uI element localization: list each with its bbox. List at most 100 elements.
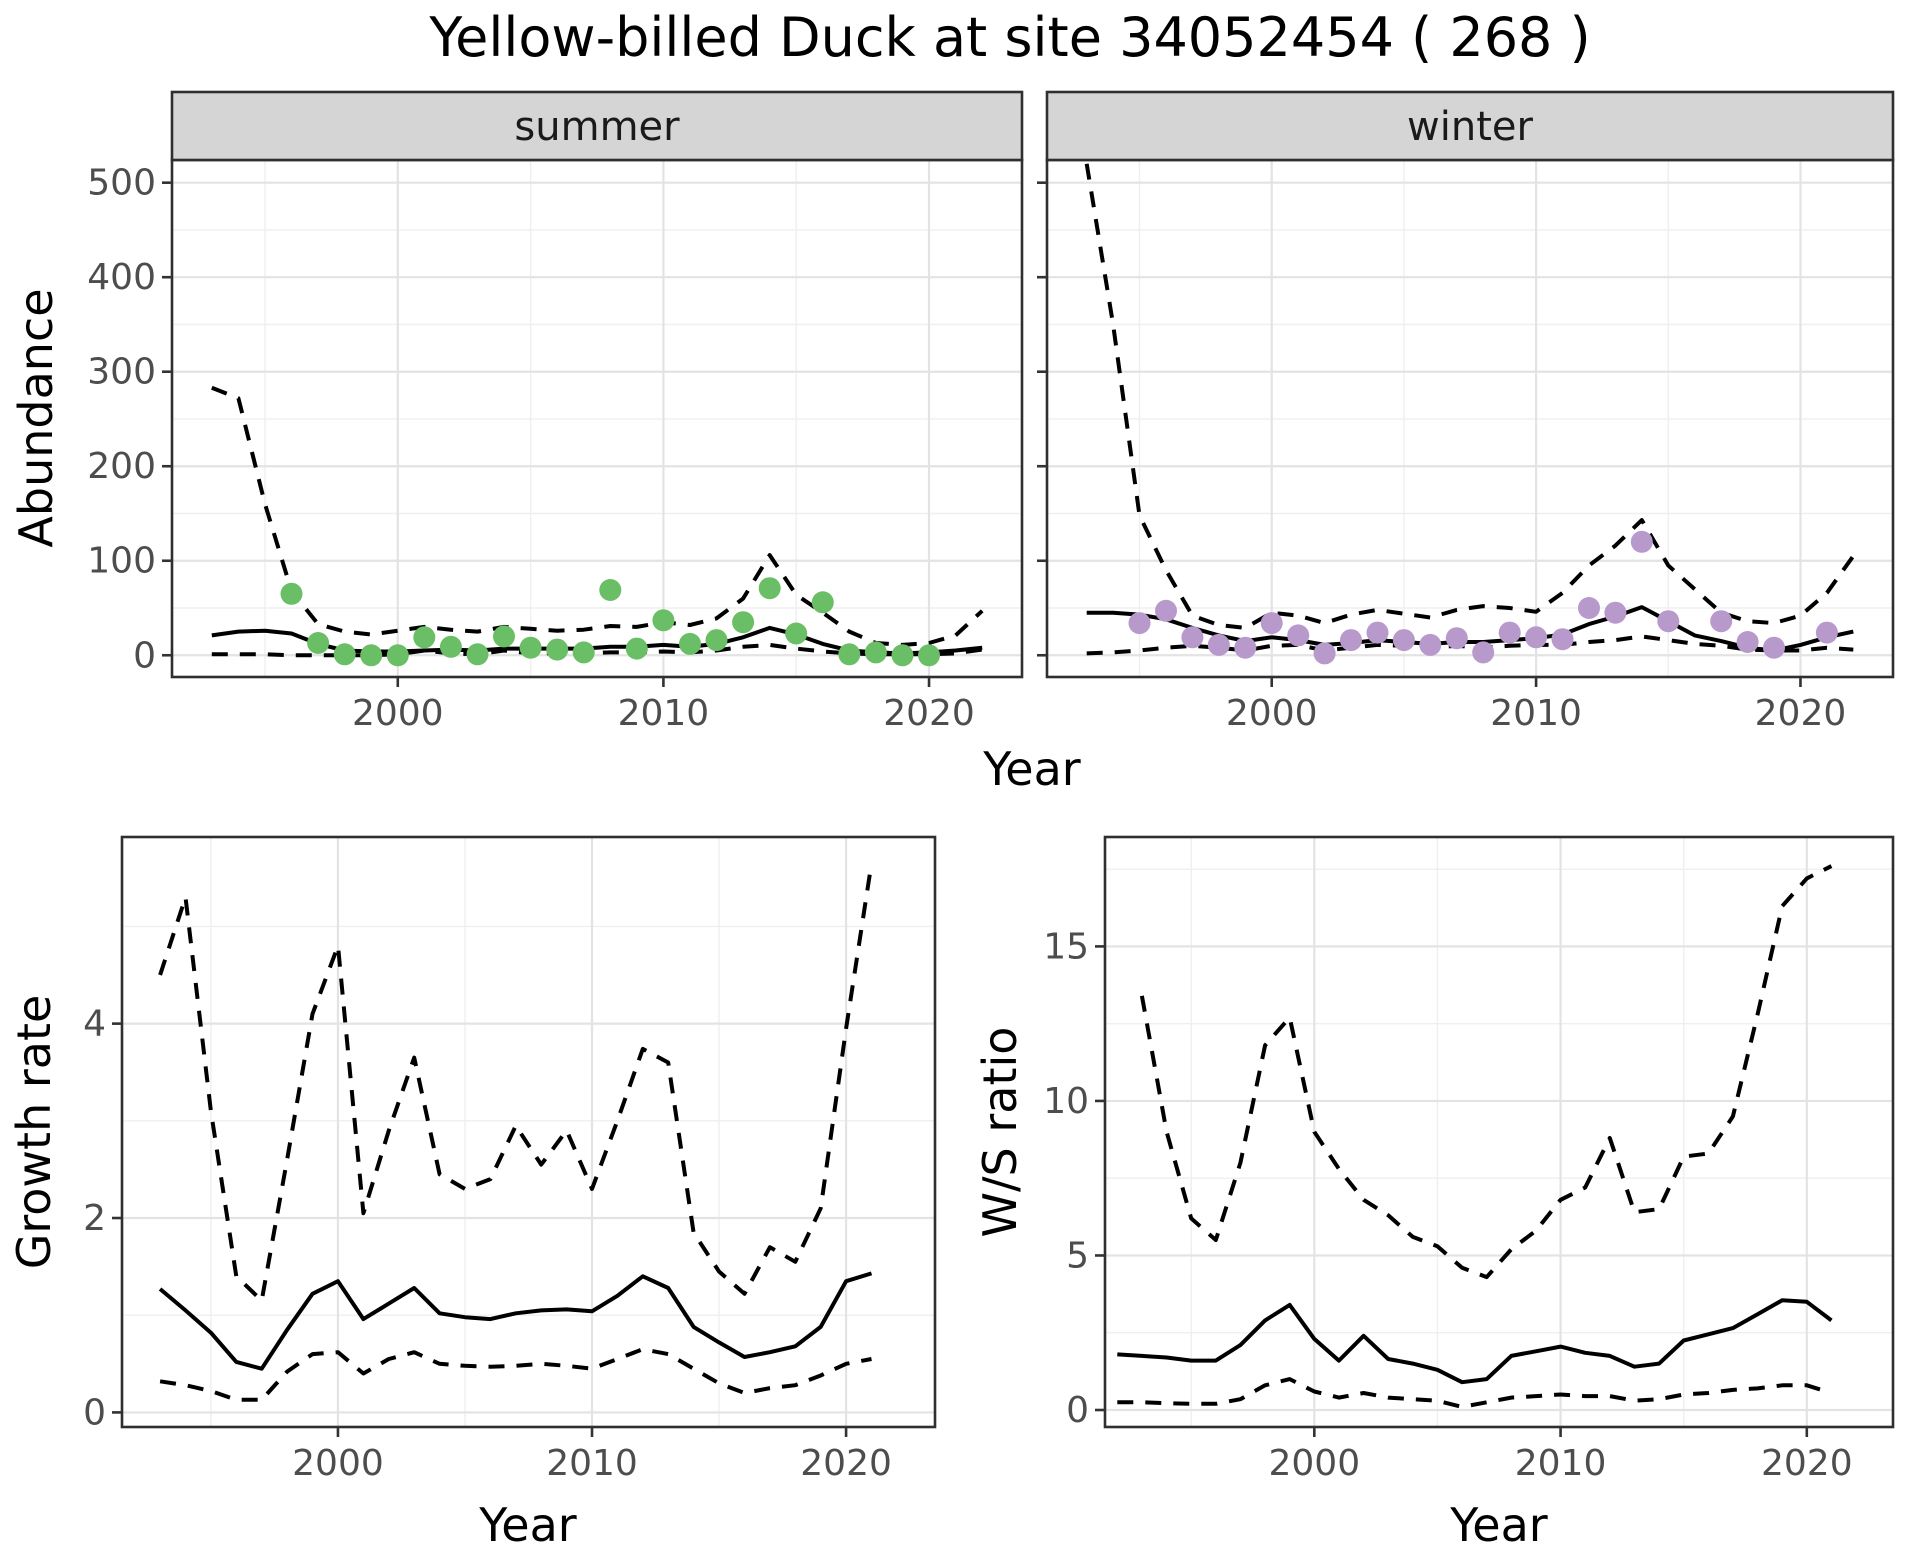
data-point — [1419, 633, 1442, 656]
x-tick-label: 2020 — [800, 1443, 892, 1484]
gridlines — [122, 837, 935, 1427]
data-point — [1234, 636, 1257, 659]
facet-strip — [1045, 90, 1895, 162]
y-tick-label: 10 — [1043, 1081, 1089, 1122]
data-point — [1392, 629, 1415, 652]
data-point — [572, 641, 595, 664]
data-point — [1551, 628, 1574, 651]
data-point — [1445, 627, 1468, 650]
data-point — [732, 611, 755, 634]
data-point — [466, 643, 489, 666]
panel-abundance-summer: summer 2000 2010 2020 0 100 200 300 400 500 — [87, 90, 1024, 734]
data-point — [1525, 626, 1548, 649]
x-tick-label: 2000 — [1226, 693, 1318, 734]
y-tick-label: 4 — [83, 1004, 106, 1045]
ws-year-axis-label: Year — [1450, 1498, 1548, 1552]
data-point — [1128, 612, 1151, 635]
data-point — [1155, 599, 1177, 622]
x-tick-label: 2000 — [1269, 1443, 1361, 1484]
data-point — [1207, 633, 1230, 656]
x-tick-label: 2000 — [292, 1443, 384, 1484]
data-point — [1630, 530, 1653, 553]
data-point — [758, 577, 781, 600]
data-point — [386, 644, 409, 667]
y-tick-label: 15 — [1043, 926, 1089, 967]
top-year-axis-label: Year — [983, 742, 1081, 796]
y-tick-label: 300 — [87, 352, 156, 393]
mean-line — [158, 1271, 873, 1371]
data-point — [864, 641, 887, 664]
panel-border — [1103, 835, 1895, 1429]
data-point — [1366, 621, 1389, 644]
facet-strip — [170, 90, 1024, 162]
series-growth-rate — [158, 862, 874, 1402]
data-point — [1181, 626, 1204, 649]
x-tick-label: 2010 — [546, 1443, 638, 1484]
data-point — [1472, 641, 1495, 664]
panel-border — [120, 835, 937, 1429]
data-point — [1710, 610, 1733, 633]
data-point — [439, 635, 462, 658]
axis-ticks: 2000 2010 2020 0 2 4 — [83, 1004, 892, 1484]
y-tick-label: 200 — [87, 446, 156, 487]
data-point — [1657, 610, 1680, 633]
y-tick-label: 2 — [83, 1198, 106, 1239]
figure-title: Yellow-billed Duck at site 34052454 ( 26… — [429, 6, 1591, 69]
panel-abundance-winter: winter 2000 2010 2020 — [1037, 90, 1895, 734]
data-point — [838, 643, 861, 666]
data-point — [1736, 631, 1759, 653]
data-point — [1498, 621, 1521, 644]
x-tick-label: 2010 — [1490, 693, 1582, 734]
x-tick-label: 2010 — [618, 693, 710, 734]
x-tick-label: 2020 — [883, 693, 975, 734]
x-tick-label: 2020 — [1761, 1443, 1853, 1484]
y-tick-label: 500 — [87, 163, 156, 204]
axis-ticks: 2000 2010 2020 0 5 10 15 — [1043, 926, 1852, 1484]
data-point — [1604, 601, 1627, 624]
gridlines — [172, 160, 1022, 677]
data-point — [280, 582, 303, 605]
panel-ws-ratio: 2000 2010 2020 0 5 10 15 — [1043, 835, 1895, 1484]
x-tick-label: 2010 — [1515, 1443, 1607, 1484]
ci-upper-line — [158, 862, 874, 1303]
y-tick-label: 400 — [87, 257, 156, 298]
axis-ticks: 2000 2010 2020 0 100 200 300 400 500 — [87, 163, 975, 734]
data-point — [307, 632, 330, 654]
data-point — [625, 637, 648, 660]
ci-lower-line — [1117, 1377, 1832, 1409]
data-point — [493, 625, 515, 648]
data-point — [519, 636, 542, 659]
data-point — [360, 644, 383, 667]
data-point — [599, 579, 622, 601]
data-point — [546, 638, 569, 661]
data-point — [785, 622, 808, 645]
y-tick-label: 0 — [1066, 1390, 1089, 1431]
x-tick-label: 2020 — [1755, 693, 1847, 734]
data-point — [679, 632, 701, 655]
data-point — [333, 643, 356, 666]
mean-line — [1086, 605, 1854, 653]
growth-year-axis-label: Year — [479, 1498, 577, 1552]
panel-background — [1105, 837, 1893, 1427]
y-tick-label: 0 — [83, 1392, 106, 1433]
panel-growth-rate: 2000 2010 2020 0 2 4 — [83, 835, 937, 1484]
data-points — [280, 577, 940, 667]
data-point — [1815, 621, 1838, 644]
data-point — [1260, 612, 1283, 635]
data-point — [1763, 636, 1785, 659]
series-ws-ratio — [1117, 864, 1833, 1409]
data-point — [1578, 597, 1600, 619]
ci-upper-line — [211, 385, 984, 647]
data-point — [705, 629, 728, 652]
y-tick-label: 0 — [133, 635, 156, 676]
data-point — [918, 644, 940, 667]
mean-line — [1117, 1298, 1833, 1385]
data-point — [652, 609, 675, 632]
data-points — [1128, 530, 1838, 665]
data-point — [413, 626, 436, 649]
y-tick-label: 5 — [1066, 1235, 1089, 1276]
data-point — [1313, 642, 1336, 665]
panel-background — [122, 837, 935, 1427]
axis-ticks: 2000 2010 2020 — [1037, 181, 1847, 734]
